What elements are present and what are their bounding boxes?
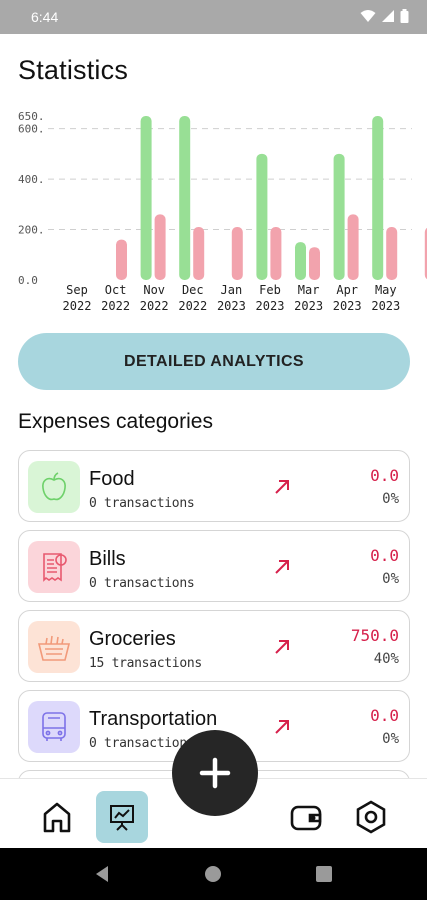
hexagon-settings-icon	[356, 800, 386, 834]
expenses-categories-title: Expenses categories	[18, 410, 213, 433]
category-transactions: 0 transactions	[89, 576, 195, 591]
status-time: 6:44	[31, 9, 59, 25]
category-icon-wrap	[28, 541, 80, 593]
recents-icon[interactable]	[316, 866, 332, 882]
chart-y-tick-label: 400.	[18, 173, 45, 186]
home-circle-icon[interactable]	[204, 865, 222, 883]
chart-bar-expense	[270, 227, 282, 280]
chart-bar-expense	[347, 214, 359, 280]
battery-icon	[400, 9, 409, 23]
back-icon[interactable]	[94, 865, 110, 883]
chart-bar-expense	[116, 239, 127, 280]
nav-settings[interactable]	[345, 791, 397, 843]
category-percent: 0%	[382, 571, 399, 587]
basket-icon	[37, 635, 71, 661]
signal-icon	[382, 10, 394, 22]
chart-x-tick-label: Nov	[143, 283, 165, 297]
receipt-icon	[43, 553, 67, 582]
trend-up-icon	[275, 720, 289, 734]
chart-x-tick-label: Feb	[259, 283, 281, 297]
category-transactions: 0 transactions	[89, 736, 195, 751]
category-icon-wrap	[28, 461, 80, 513]
chart-x-tick-label: Oct	[105, 283, 127, 297]
chart-x-tick-label: 2022	[140, 299, 169, 313]
nav-home[interactable]	[31, 791, 83, 843]
category-percent: 0%	[382, 731, 399, 747]
apple-icon	[42, 472, 66, 501]
chart-x-tick-label: 2022	[101, 299, 130, 313]
presentation-chart-icon	[110, 805, 134, 831]
category-transactions: 0 transactions	[89, 496, 195, 511]
status-icons	[360, 9, 409, 23]
chart-y-tick-label: 200.	[18, 224, 45, 237]
plus-icon	[199, 757, 231, 789]
category-card-bills[interactable]: Bills 0 transactions 0.0 0%	[18, 530, 410, 602]
category-amount: 0.0	[370, 466, 399, 485]
category-percent: 0%	[382, 491, 399, 507]
chart-x-tick-label: 2023	[217, 299, 246, 313]
chart-bar-expense	[231, 227, 243, 280]
chart-x-tick-label: 2022	[178, 299, 207, 313]
chart-bar-expense	[154, 214, 166, 280]
chart-bar-income	[140, 116, 152, 280]
wifi-icon	[360, 10, 376, 22]
wallet-icon	[290, 805, 322, 831]
chart-x-tick-label: 2023	[333, 299, 362, 313]
category-percent: 40%	[373, 651, 399, 667]
chart-bar-income	[333, 153, 345, 280]
chart-x-tick-label: 2023	[294, 299, 323, 313]
category-name: Food	[89, 468, 135, 490]
chart-x-tick-label: May	[375, 283, 397, 297]
category-card-food[interactable]: Food 0 transactions 0.0 0%	[18, 450, 410, 522]
category-amount: 750.0	[350, 626, 399, 645]
trend-up-icon	[275, 480, 289, 494]
category-card-transportation[interactable]: Transportation 0 transactions 0.0 0%	[18, 690, 410, 762]
chart-bar-expense	[193, 227, 205, 280]
chart-x-tick-label: 2023	[371, 299, 400, 313]
chart-x-tick-label: Mar	[298, 283, 320, 297]
add-transaction-button[interactable]	[172, 730, 258, 816]
trend-up-icon	[275, 640, 289, 654]
status-bar: 6:44	[0, 0, 427, 34]
category-name: Bills	[89, 548, 126, 570]
chart-y-tick-label: 650.	[18, 110, 45, 123]
chart-bar-income	[372, 116, 384, 280]
system-navigation-bar	[0, 848, 427, 900]
category-transactions: 15 transactions	[89, 656, 202, 671]
chart-bar-expense	[424, 227, 427, 280]
nav-statistics[interactable]	[96, 791, 148, 843]
chart-x-tick-label: Dec	[182, 283, 204, 297]
chart-bar-income	[179, 116, 191, 280]
trend-up-icon	[275, 560, 289, 574]
bus-icon	[42, 712, 66, 741]
chart-y-tick-label: 600.	[18, 123, 45, 136]
category-amount: 0.0	[370, 706, 399, 725]
category-icon-wrap	[28, 621, 80, 673]
category-card-groceries[interactable]: Groceries 15 transactions 750.0 40%	[18, 610, 410, 682]
category-name: Groceries	[89, 628, 176, 650]
chart-x-tick-label: Apr	[336, 283, 358, 297]
chart-x-tick-label: 2023	[256, 299, 285, 313]
chart-x-tick-label: Jan	[221, 283, 243, 297]
chart-x-tick-label: Sep	[66, 283, 88, 297]
page-title: Statistics	[18, 55, 129, 85]
home-icon	[43, 802, 71, 833]
detailed-analytics-button[interactable]: DETAILED ANALYTICS	[18, 333, 410, 390]
expense-category-list: Food 0 transactions 0.0 0% Bills 0 trans…	[18, 450, 410, 778]
nav-wallet[interactable]	[280, 791, 332, 843]
chart-y-tick-label: 0.0	[18, 274, 38, 287]
chart-x-tick-label: 2022	[63, 299, 92, 313]
chart-bar-expense	[386, 227, 398, 280]
chart-bar-expense	[309, 247, 320, 280]
category-amount: 0.0	[370, 546, 399, 565]
category-icon-wrap	[28, 701, 80, 753]
chart-bar-income	[256, 153, 268, 280]
statistics-bar-chart: 0.0 200. 400. 600.650. Sep 2022 Oct 2022 Nov 2022…	[18, 110, 427, 313]
category-name: Transportation	[89, 708, 218, 730]
chart-bar-income	[295, 242, 306, 280]
